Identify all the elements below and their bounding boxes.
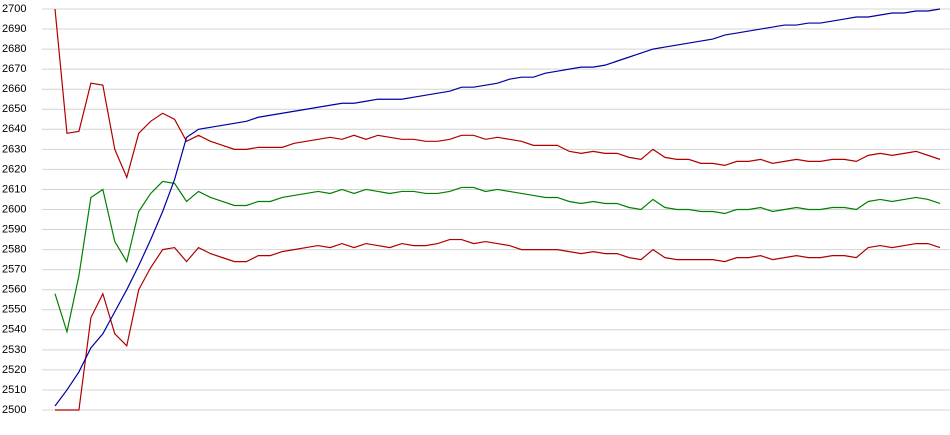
y-tick-label: 2570 (2, 264, 26, 276)
y-tick-label: 2640 (2, 123, 26, 135)
series-line (54, 180, 941, 335)
y-tick-label: 2650 (2, 103, 26, 115)
series-line (54, 8, 941, 180)
y-tick-label: 2510 (2, 384, 26, 396)
y-tick-label: 2540 (2, 324, 26, 336)
y-tick-label: 2520 (2, 364, 26, 376)
y-tick-label: 2610 (2, 183, 26, 195)
y-tick-label: 2530 (2, 344, 26, 356)
y-tick-label: 2560 (2, 284, 26, 296)
y-tick-label: 2630 (2, 143, 26, 155)
y-tick-label: 2500 (2, 404, 26, 416)
y-tick-label: 2580 (2, 244, 26, 256)
y-tick-label: 2550 (2, 304, 26, 316)
series-line (54, 8, 941, 407)
series-line (55, 238, 941, 411)
y-tick-label: 2700 (2, 3, 26, 15)
y-tick-label: 2680 (2, 43, 26, 55)
y-tick-label: 2590 (2, 223, 26, 235)
y-tick-label: 2670 (2, 63, 26, 75)
y-tick-label: 2690 (2, 23, 26, 35)
y-tick-label: 2660 (2, 83, 26, 95)
y-tick-label: 2600 (2, 203, 26, 215)
y-tick-label: 2620 (2, 163, 26, 175)
